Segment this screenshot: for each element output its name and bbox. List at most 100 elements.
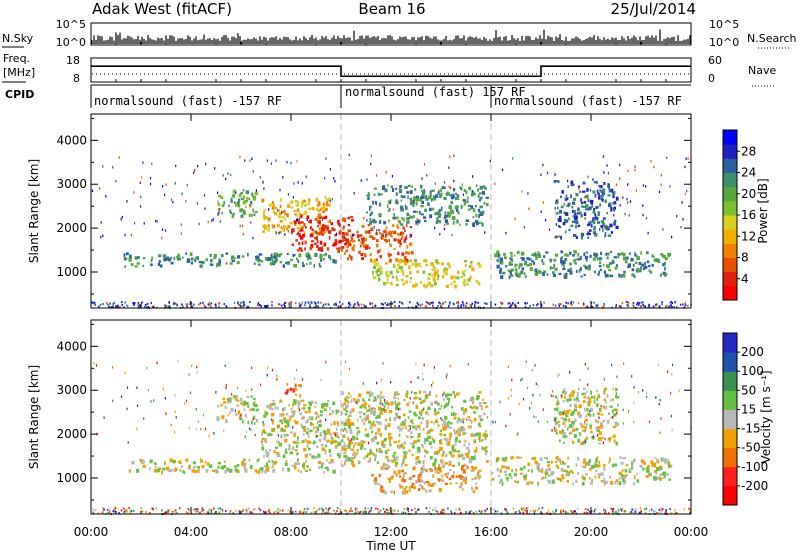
heatmap-cell (264, 216, 268, 219)
heatmap-cell (410, 436, 414, 439)
heatmap-cell (261, 260, 263, 263)
heatmap-cell (584, 217, 586, 220)
heatmap-cell (92, 511, 95, 514)
heatmap-cell (429, 302, 431, 305)
heatmap-cell (668, 478, 671, 481)
heatmap-cell (612, 201, 615, 205)
heatmap-cell (569, 469, 573, 473)
heatmap-cell (499, 301, 502, 304)
heatmap-cell (352, 234, 354, 237)
heatmap-cell (602, 263, 605, 267)
heatmap-cell (646, 391, 648, 395)
heatmap-cell (254, 210, 258, 214)
heatmap-cell (364, 511, 366, 514)
heatmap-cell (370, 211, 373, 215)
heatmap-cell (560, 417, 564, 420)
heatmap-cell (518, 402, 520, 406)
heatmap-cell (623, 257, 627, 261)
heatmap-cell (276, 424, 279, 428)
heatmap-cell (564, 425, 566, 428)
heatmap-cell (390, 381, 392, 384)
heatmap-cell (556, 407, 559, 411)
heatmap-cell (441, 206, 443, 211)
heatmap-cell (254, 433, 256, 437)
heatmap-cell (553, 273, 556, 277)
heatmap-cell (271, 201, 274, 205)
heatmap-cell (652, 255, 655, 258)
heatmap-cell (572, 440, 575, 444)
heatmap-cell (563, 409, 566, 413)
heatmap-cell (591, 509, 593, 512)
heatmap-cell (608, 461, 610, 464)
heatmap-cell (400, 223, 404, 226)
heatmap-cell (286, 160, 288, 164)
heatmap-cell (303, 467, 306, 470)
heatmap-cell (295, 302, 297, 305)
heatmap-cell (326, 431, 330, 435)
heatmap-cell (534, 364, 536, 367)
heatmap-cell (634, 510, 637, 513)
heatmap-cell (364, 246, 368, 250)
heatmap-cell (375, 269, 378, 274)
heatmap-cell (592, 435, 594, 438)
heatmap-cell (279, 420, 283, 423)
heatmap-cell (366, 409, 369, 413)
nsky-tick-bottom: 10^0 (56, 36, 86, 49)
heatmap-cell (413, 200, 415, 204)
heatmap-cell (346, 232, 349, 235)
heatmap-cell (352, 408, 355, 413)
heatmap-cell (225, 262, 228, 265)
heatmap-cell (587, 396, 590, 399)
heatmap-cell (370, 422, 374, 426)
heatmap-cell (142, 161, 144, 164)
heatmap-cell (380, 266, 383, 270)
heatmap-cell (397, 444, 400, 449)
heatmap-cell (584, 363, 586, 366)
heatmap-cell (125, 508, 128, 511)
heatmap-cell (628, 468, 631, 472)
heatmap-cell (565, 418, 568, 422)
heatmap-cell (408, 217, 410, 220)
heatmap-cell (598, 475, 601, 479)
heatmap-cell (242, 232, 244, 236)
heatmap-cell (347, 416, 349, 419)
heatmap-cell (164, 304, 166, 307)
heatmap-cell (311, 228, 314, 231)
heatmap-cell (323, 242, 327, 247)
heatmap-cell (286, 213, 289, 218)
heatmap-cell (421, 372, 424, 375)
heatmap-cell (325, 402, 329, 407)
heatmap-cell (587, 175, 589, 179)
heatmap-cell (369, 221, 372, 225)
heatmap-cell (524, 509, 526, 512)
heatmap-cell (509, 271, 512, 276)
heatmap-cell (289, 510, 291, 513)
heatmap-cell (437, 215, 441, 218)
heatmap-cell (564, 272, 568, 277)
heatmap-cell (302, 415, 305, 420)
heatmap-cell (317, 220, 321, 224)
heatmap-cell (355, 401, 359, 405)
heatmap-cell (393, 248, 396, 250)
heatmap-cell (389, 253, 392, 256)
heatmap-cell (143, 417, 145, 420)
heatmap-cell (421, 177, 423, 180)
heatmap-cell (445, 403, 449, 407)
heatmap-cell (372, 420, 375, 425)
heatmap-cell (112, 399, 114, 403)
heatmap-cell (573, 234, 577, 237)
heatmap-cell (469, 405, 472, 409)
heatmap-cell (399, 474, 401, 478)
heatmap-cell (299, 408, 301, 412)
heatmap-cell (393, 417, 397, 422)
heatmap-cell (315, 426, 318, 429)
heatmap-cell (634, 261, 638, 264)
heatmap-cell (384, 424, 387, 427)
heatmap-cell (331, 410, 335, 414)
heatmap-cell (592, 190, 596, 194)
heatmap-cell (284, 451, 288, 454)
heatmap-cell (170, 423, 172, 427)
heatmap-cell (466, 283, 469, 286)
heatmap-cell (531, 469, 533, 473)
heatmap-cell (336, 424, 339, 427)
